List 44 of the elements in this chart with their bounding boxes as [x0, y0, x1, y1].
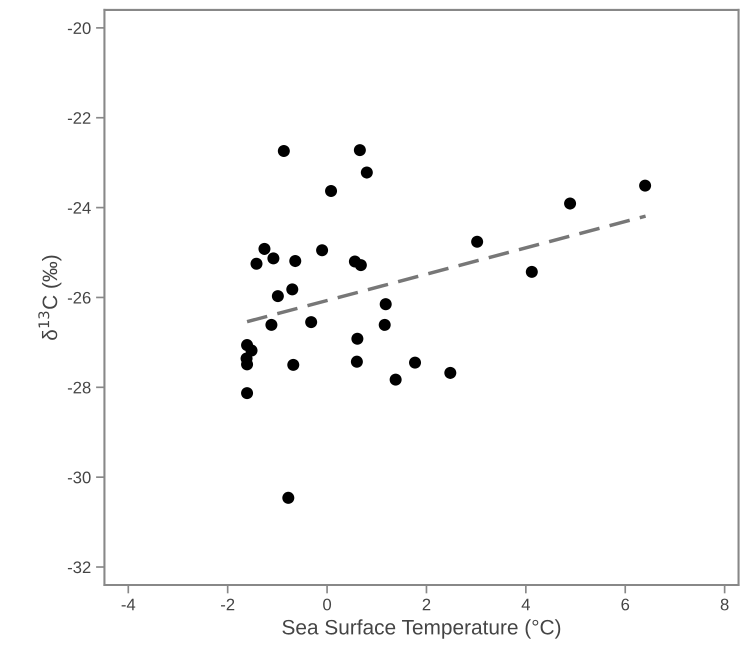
point [305, 316, 318, 328]
y-tick-label: -24 [68, 202, 91, 214]
point [241, 387, 254, 400]
point [287, 358, 300, 371]
y-tick-label: -20 [68, 22, 91, 34]
x-tick-label: 4 [522, 598, 530, 610]
y-tick-label: -26 [68, 292, 91, 304]
point [380, 298, 392, 310]
x-tick-label: 0 [323, 598, 332, 610]
point [267, 252, 280, 264]
point [360, 166, 373, 179]
x-tick-label: 2 [422, 598, 430, 610]
y-tick-label: -28 [68, 382, 91, 394]
x-tick-label: 8 [720, 598, 729, 610]
point [350, 356, 363, 368]
point [286, 283, 298, 296]
point [444, 366, 456, 379]
y-tick-label: -32 [68, 561, 90, 574]
point [250, 258, 263, 270]
point [351, 332, 364, 345]
point [278, 144, 290, 157]
point [526, 266, 538, 278]
x-tick-label: -2 [221, 598, 234, 610]
point [354, 259, 367, 272]
point [354, 144, 366, 156]
x-tick-label: -4 [122, 598, 136, 610]
point [282, 492, 294, 504]
point [258, 242, 270, 255]
point [471, 236, 484, 248]
x-tick-label: 6 [621, 598, 630, 610]
point [325, 184, 338, 197]
point [564, 198, 576, 210]
y-axis-title: δ$^{13}$C (‰) [38, 256, 62, 340]
point [265, 318, 278, 331]
point [390, 374, 402, 386]
point [639, 180, 652, 192]
point [289, 255, 302, 268]
point [316, 244, 328, 256]
point [272, 290, 284, 302]
x-axis-title: Sea Surface Temperature (°C) [282, 619, 560, 639]
y-tick-label: -22 [68, 112, 90, 124]
point [378, 318, 391, 331]
point [409, 356, 422, 369]
y-tick-label: -30 [68, 472, 91, 484]
